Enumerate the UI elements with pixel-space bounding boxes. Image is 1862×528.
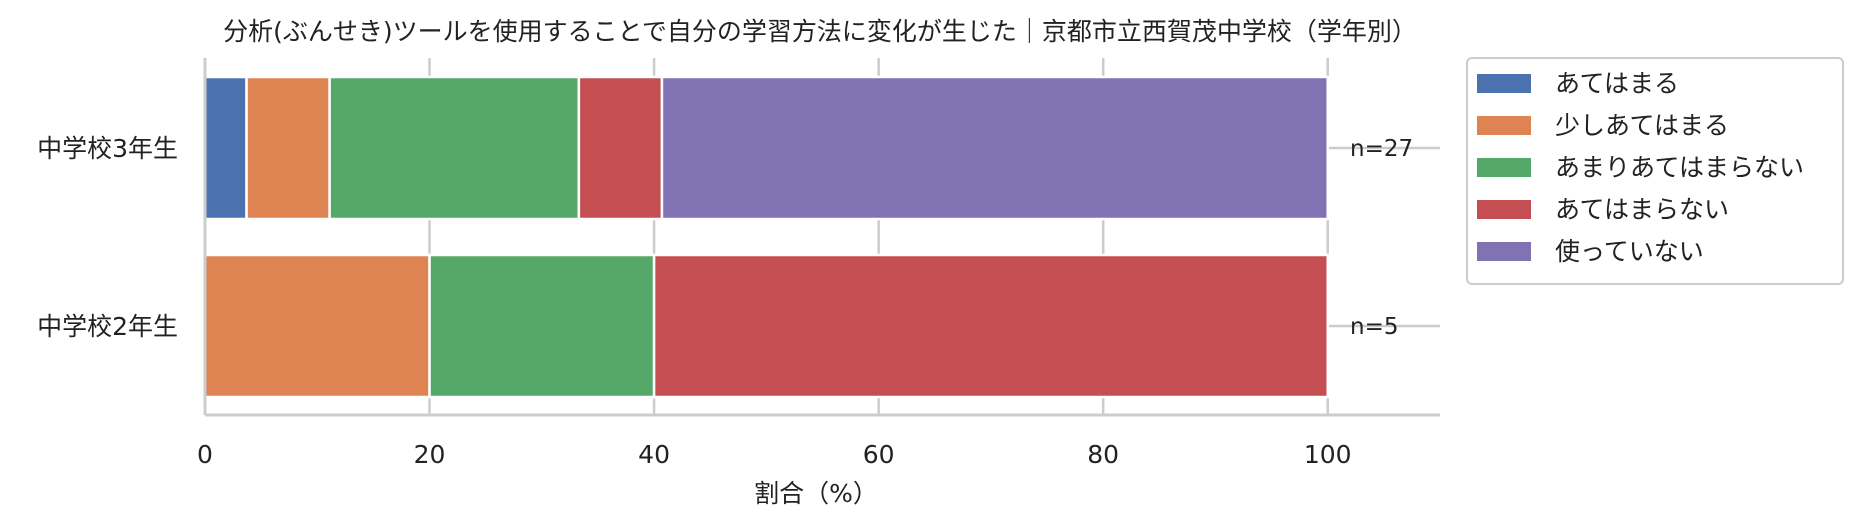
legend-label: あてはまる <box>1555 69 1679 98</box>
x-tick-label: 60 <box>863 440 895 469</box>
category-label: 中学校2年生 <box>37 312 178 341</box>
bar-segment <box>660 75 1329 221</box>
legend-swatch <box>1477 74 1531 93</box>
bar-segment <box>245 75 331 221</box>
n-label: n=27 <box>1350 136 1413 162</box>
legend-label: 少しあてはまる <box>1555 111 1729 140</box>
x-axis-label: 割合（%） <box>754 479 878 508</box>
x-tick-label: 0 <box>197 440 213 469</box>
legend-swatch <box>1477 116 1531 135</box>
bar-segment <box>577 75 664 221</box>
x-tick-label: 20 <box>414 440 446 469</box>
axes <box>203 58 1440 417</box>
legend-swatch <box>1477 242 1531 261</box>
bar-segment <box>203 75 248 221</box>
legend-swatch <box>1477 200 1531 219</box>
n-label: n=5 <box>1350 314 1398 340</box>
x-tick-label: 100 <box>1304 440 1352 469</box>
x-tick-label: 40 <box>638 440 670 469</box>
bar-segment <box>203 253 431 399</box>
x-tick-label: 80 <box>1087 440 1119 469</box>
bar-segment <box>328 75 581 221</box>
legend-label: あてはまらない <box>1555 195 1729 224</box>
legend-frame <box>1466 57 1844 285</box>
bar-segment <box>428 253 656 399</box>
legend-label: あまりあてはまらない <box>1555 153 1804 182</box>
legend-label: 使っていない <box>1555 237 1704 266</box>
category-label: 中学校3年生 <box>37 134 178 163</box>
chart-title: 分析(ぶんせき)ツールを使用することで自分の学習方法に変化が生じた｜京都市立西賀… <box>223 17 1417 46</box>
x-tick-labels: 0 20 40 60 80 100 <box>197 440 1352 469</box>
bars <box>203 75 1329 399</box>
bar-segment <box>652 253 1329 399</box>
legend-swatch <box>1477 158 1531 177</box>
n-labels: n=27 n=5 <box>1350 136 1413 340</box>
